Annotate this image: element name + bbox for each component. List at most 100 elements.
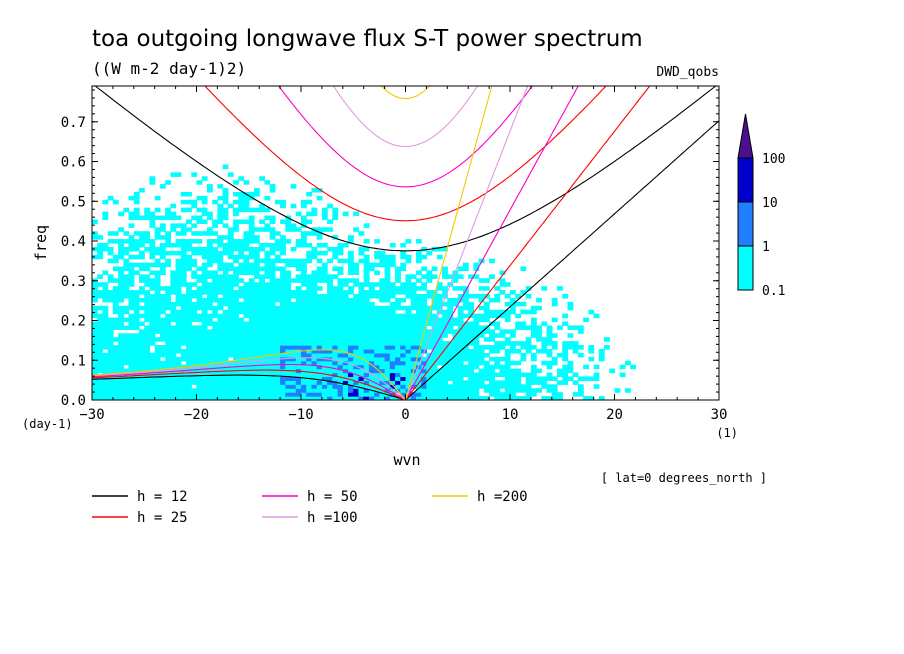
- heat-cell: [363, 392, 370, 397]
- heat-cell: [97, 348, 104, 354]
- heat-cell: [253, 254, 260, 260]
- heat-cell: [196, 356, 203, 362]
- heat-cell: [97, 396, 104, 400]
- heat-cell: [342, 352, 349, 358]
- heat-cell: [259, 258, 266, 264]
- heat-cell: [123, 231, 130, 236]
- heat-cell: [473, 396, 480, 400]
- heat-cell: [264, 290, 271, 295]
- heat-cell: [374, 372, 380, 378]
- heat-cell: [107, 337, 114, 342]
- heat-cell: [149, 301, 156, 307]
- heat-cell: [489, 329, 495, 334]
- heat-cell: [217, 301, 224, 307]
- heat-cell: [327, 329, 333, 334]
- heat-cell: [316, 348, 323, 354]
- heat-cell: [128, 215, 135, 221]
- heat-cell: [374, 341, 380, 346]
- heat-cell: [206, 184, 213, 189]
- heat-cell: [290, 246, 297, 252]
- heat-cell: [494, 380, 501, 385]
- heat-cell: [421, 246, 427, 252]
- heat-cell: [196, 294, 203, 299]
- heat-cell: [316, 243, 323, 248]
- heat-cell: [274, 294, 281, 299]
- heat-cell: [165, 329, 171, 334]
- heat-cell: [259, 325, 266, 330]
- heat-cell: [144, 360, 151, 366]
- heat-cell: [442, 333, 448, 338]
- heat-cell: [212, 313, 218, 319]
- heat-cell: [248, 290, 255, 295]
- heat-cell: [358, 231, 365, 236]
- heat-cell: [457, 345, 464, 350]
- heat-cell: [154, 356, 161, 362]
- heat-cell: [186, 356, 192, 362]
- heat-cell: [180, 227, 187, 232]
- heat-cell: [280, 325, 286, 330]
- heat-cell: [483, 278, 490, 283]
- heat-cell: [206, 360, 213, 366]
- heat-cell: [144, 376, 151, 381]
- heat-cell: [212, 364, 218, 370]
- heat-cell: [306, 305, 313, 311]
- heat-cell: [144, 235, 151, 240]
- heat-cell: [442, 313, 448, 319]
- heat-cell: [248, 384, 255, 389]
- heat-cell: [473, 360, 480, 366]
- heat-cell: [452, 321, 459, 327]
- heat-cell: [186, 337, 192, 342]
- heat-cell: [389, 380, 396, 385]
- heat-cell: [233, 384, 239, 389]
- heat-cell: [149, 309, 156, 315]
- heat-cell: [342, 321, 349, 327]
- heat-cell: [264, 396, 271, 400]
- heat-cell: [316, 231, 323, 236]
- heat-cell: [348, 392, 354, 397]
- heat-cell: [447, 313, 454, 319]
- heat-cell: [431, 384, 438, 389]
- heat-cell: [400, 372, 407, 378]
- heat-cell: [436, 325, 443, 330]
- heat-cell: [191, 356, 198, 362]
- heat-cell: [217, 317, 224, 323]
- heat-cell: [389, 321, 396, 327]
- heat-cell: [149, 321, 156, 327]
- heat-cell: [180, 392, 187, 397]
- heat-cell: [269, 348, 276, 354]
- heat-cell: [154, 376, 161, 381]
- heat-cell: [175, 364, 182, 370]
- heat-cell: [180, 294, 187, 299]
- heat-cell: [306, 352, 313, 358]
- heat-cell: [536, 376, 542, 381]
- heat-cell: [504, 313, 511, 319]
- heat-cell: [222, 333, 229, 338]
- heat-cell: [233, 297, 239, 303]
- heat-cell: [337, 325, 344, 330]
- heat-cell: [238, 380, 245, 385]
- heat-cell: [259, 348, 266, 354]
- heat-cell: [483, 337, 490, 342]
- heat-cell: [421, 388, 427, 393]
- heat-cell: [504, 317, 511, 323]
- heat-cell: [175, 262, 182, 268]
- heat-cell: [562, 341, 569, 346]
- heat-cell: [452, 392, 459, 397]
- heat-cell: [259, 396, 266, 400]
- heat-cell: [426, 290, 433, 295]
- heat-cell: [368, 286, 375, 291]
- heat-cell: [494, 360, 501, 366]
- heat-cell: [348, 262, 354, 268]
- heat-cell: [353, 392, 360, 397]
- x-axis-label: wvn: [393, 451, 420, 469]
- heat-cell: [206, 270, 213, 275]
- heat-cell: [97, 254, 104, 260]
- heat-cell: [112, 290, 119, 295]
- heat-cell: [186, 294, 192, 299]
- heat-cell: [489, 368, 495, 374]
- heat-cell: [175, 360, 182, 366]
- heat-cell: [348, 388, 354, 393]
- heat-cell: [337, 286, 344, 291]
- heat-cell: [395, 321, 401, 327]
- heat-cell: [321, 215, 328, 221]
